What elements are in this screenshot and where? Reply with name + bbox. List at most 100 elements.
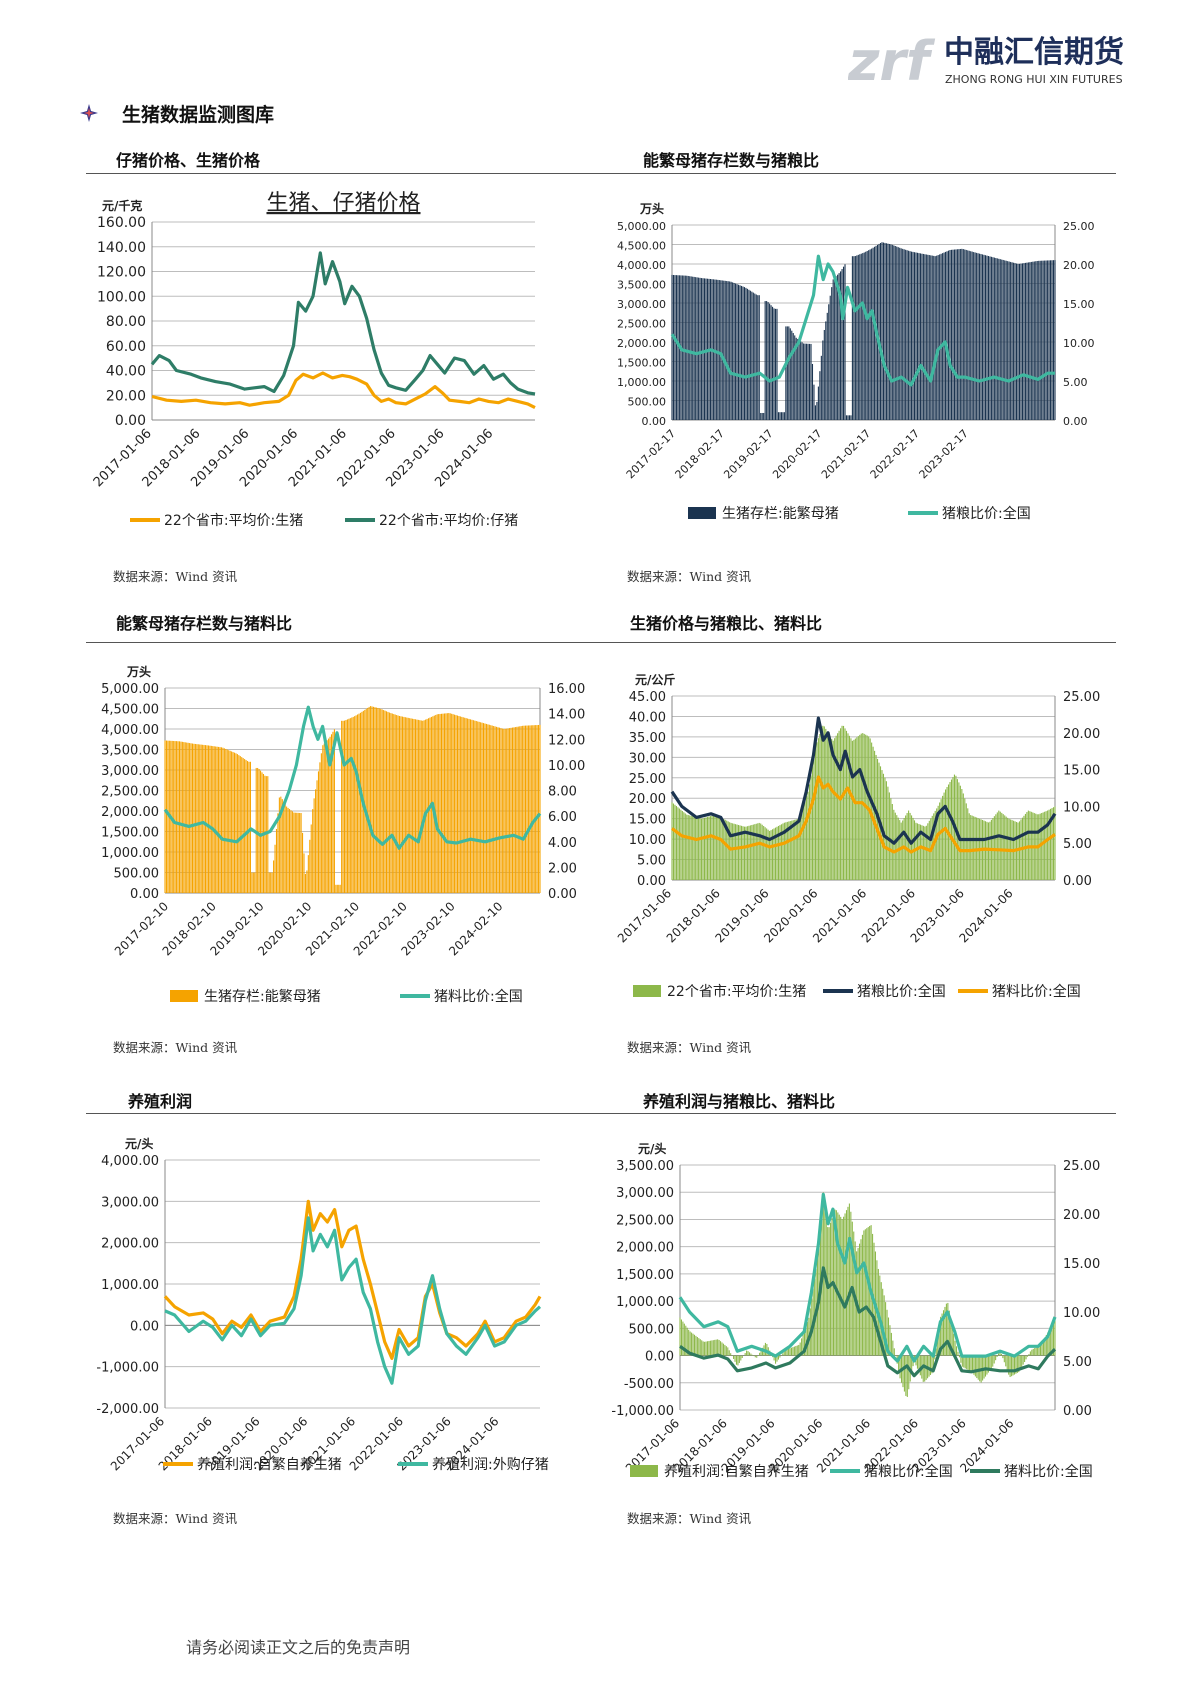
bar bbox=[884, 242, 886, 420]
bar bbox=[970, 815, 972, 880]
bar bbox=[748, 1352, 751, 1356]
bar bbox=[800, 813, 802, 880]
chart-sow-inventory-hog-grain-ratio: 万头 0.00 500.00 1,000.00 1,500.00 2,000.00 2,50… bbox=[617, 201, 1094, 522]
bar bbox=[885, 1302, 887, 1356]
bar bbox=[999, 259, 1001, 420]
bar bbox=[1042, 260, 1044, 420]
bar bbox=[322, 745, 324, 893]
bar bbox=[857, 254, 859, 420]
bar bbox=[491, 725, 493, 893]
bar bbox=[856, 737, 858, 880]
y-tick-label: 10.00 bbox=[629, 833, 666, 848]
bar bbox=[410, 718, 412, 893]
bar bbox=[297, 812, 299, 893]
x-tick-label: 2022-02-17 bbox=[868, 427, 922, 481]
bar bbox=[766, 301, 768, 420]
bar bbox=[980, 254, 982, 420]
y-tick-label: 120.00 bbox=[97, 265, 146, 281]
bar bbox=[675, 806, 677, 880]
bar bbox=[841, 1219, 843, 1356]
y2-tick-label: 0.00 bbox=[548, 887, 577, 902]
y-tick-label: 2,000.00 bbox=[616, 1241, 674, 1256]
bar bbox=[388, 712, 390, 893]
bar bbox=[1054, 806, 1056, 880]
bar bbox=[1002, 1355, 1004, 1359]
series-line-1 bbox=[670, 716, 1057, 845]
bar bbox=[915, 822, 917, 880]
bar bbox=[744, 1353, 746, 1356]
y-tick-label: 3,000.00 bbox=[101, 764, 159, 779]
bar bbox=[763, 825, 765, 880]
y-tick-label: 0.00 bbox=[130, 1319, 159, 1334]
series-line-1 bbox=[670, 254, 1055, 387]
y-tick-label: 1,500.00 bbox=[617, 357, 666, 370]
bar bbox=[798, 817, 800, 880]
bar bbox=[693, 816, 695, 880]
legend-label: 22个省市:平均价:仔猪 bbox=[379, 512, 518, 529]
bar bbox=[792, 333, 794, 420]
bar bbox=[696, 1336, 698, 1356]
bar bbox=[931, 255, 933, 420]
bar bbox=[503, 728, 505, 893]
bar bbox=[412, 718, 414, 893]
bar bbox=[841, 725, 843, 880]
bar bbox=[480, 722, 482, 893]
bar bbox=[695, 1335, 697, 1356]
bar bbox=[1027, 810, 1029, 880]
bar bbox=[675, 275, 677, 420]
bar bbox=[837, 733, 839, 880]
bar bbox=[998, 810, 1000, 880]
bar bbox=[845, 415, 848, 420]
bar bbox=[1035, 1347, 1037, 1356]
bar bbox=[909, 812, 911, 880]
bar bbox=[996, 258, 998, 420]
bar bbox=[782, 823, 784, 880]
bar bbox=[693, 1334, 696, 1356]
x-tick-label: 2018-02-17 bbox=[673, 427, 727, 481]
bar bbox=[485, 723, 487, 893]
bar bbox=[845, 1210, 848, 1356]
bar bbox=[370, 706, 372, 893]
y-tick-label: 500.00 bbox=[629, 1322, 675, 1337]
bar bbox=[841, 269, 843, 420]
bar bbox=[511, 727, 514, 893]
bar bbox=[215, 746, 217, 893]
bar bbox=[851, 256, 853, 420]
bar bbox=[785, 326, 787, 420]
bar bbox=[788, 326, 790, 420]
bar bbox=[993, 1355, 995, 1364]
bar bbox=[750, 1353, 752, 1356]
y-tick-label: 2,000.00 bbox=[101, 805, 159, 820]
bar bbox=[882, 773, 885, 880]
bar bbox=[721, 280, 723, 420]
legend-label: 生猪存栏:能繁母猪 bbox=[204, 989, 321, 1005]
bar bbox=[213, 746, 215, 893]
y-tick-label: 3,000.00 bbox=[617, 298, 666, 311]
bar bbox=[496, 726, 498, 893]
legend-label: 猪粮比价:全国 bbox=[857, 983, 946, 1000]
panel-title-5: 养殖利润 bbox=[128, 1092, 193, 1111]
bar bbox=[887, 1317, 890, 1356]
bar bbox=[1006, 1355, 1008, 1371]
bar bbox=[1039, 1344, 1042, 1356]
y-tick-label: 80.00 bbox=[106, 314, 146, 330]
bar bbox=[474, 720, 476, 893]
bar bbox=[766, 828, 768, 880]
bar bbox=[231, 751, 233, 893]
bar bbox=[984, 255, 987, 420]
bar bbox=[999, 811, 1001, 880]
bar bbox=[698, 817, 700, 880]
bar bbox=[797, 818, 799, 880]
bar bbox=[939, 254, 941, 420]
bar bbox=[791, 330, 793, 420]
bar bbox=[866, 250, 868, 420]
bar bbox=[760, 412, 762, 420]
bar bbox=[823, 329, 825, 420]
bar bbox=[1010, 261, 1012, 420]
bar bbox=[942, 1310, 945, 1356]
legend-label: 生猪存栏:能繁母猪 bbox=[722, 506, 839, 522]
bar bbox=[261, 772, 263, 893]
y2-tick-label: 0.00 bbox=[1063, 415, 1088, 428]
bar bbox=[500, 728, 502, 893]
bar bbox=[1050, 808, 1052, 880]
